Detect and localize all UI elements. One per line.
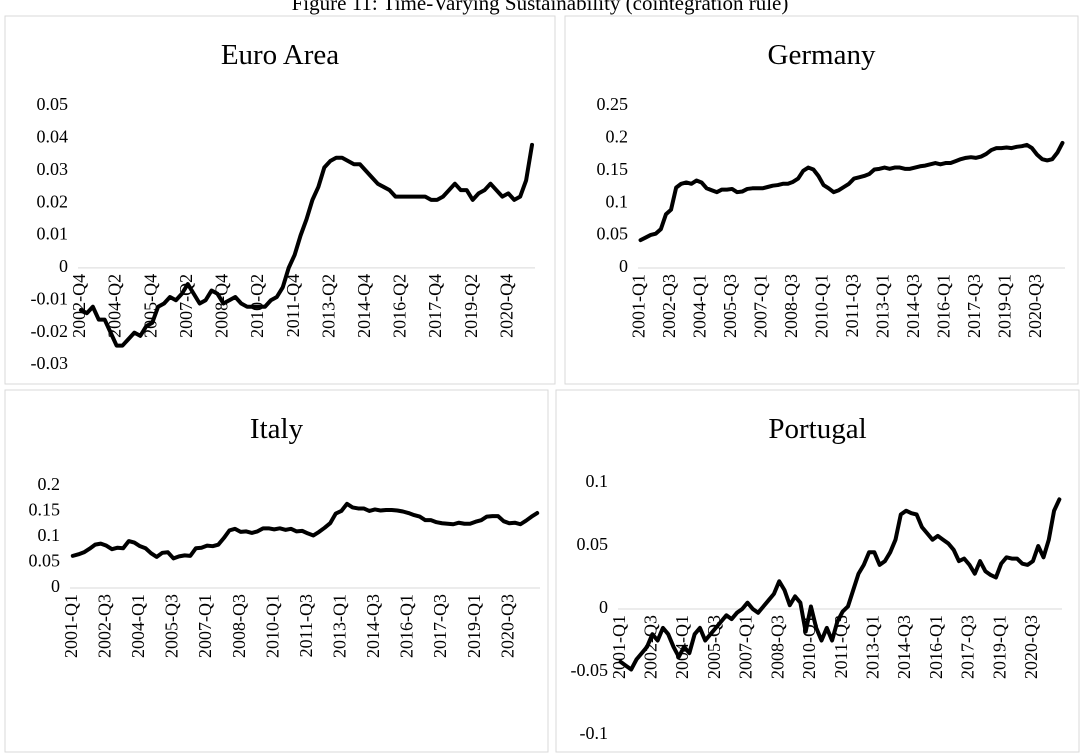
x-tick-label: 2001-Q1	[61, 594, 81, 658]
x-tick-label: 2020-Q3	[1021, 615, 1041, 679]
y-tick-label: -0.1	[580, 723, 609, 743]
x-tick-label: 2013-Q1	[873, 274, 893, 338]
x-tick-label: 2011-Q3	[296, 594, 316, 657]
y-tick-label: 0.1	[586, 471, 609, 491]
y-tick-label: 0.05	[577, 534, 609, 554]
x-tick-label: 2014-Q3	[894, 615, 914, 679]
x-tick-label: 2019-Q1	[995, 274, 1015, 338]
y-tick-label: 0.01	[37, 224, 69, 244]
y-tick-label: 0.02	[37, 191, 69, 211]
x-tick-label: 2010-Q1	[262, 594, 282, 658]
y-tick-label: 0.2	[606, 127, 629, 147]
x-tick-label: 2020-Q3	[1025, 274, 1045, 338]
x-tick-label: 2014-Q3	[903, 274, 923, 338]
x-tick-label: 2004-Q1	[690, 274, 710, 338]
x-tick-label: 2008-Q3	[767, 615, 787, 679]
panel-frame	[555, 389, 1080, 753]
x-tick-label: 2001-Q1	[629, 274, 649, 338]
y-tick-label: 0	[51, 576, 60, 596]
chart-title: Euro Area	[221, 39, 339, 71]
x-tick-label: 2011-Q3	[831, 615, 851, 678]
x-tick-label: 2008-Q4	[212, 274, 232, 338]
x-tick-label: 2016-Q2	[390, 274, 410, 338]
chart-title: Germany	[768, 39, 876, 71]
x-tick-label: 2017-Q4	[425, 274, 445, 338]
y-tick-label: 0.1	[38, 525, 61, 545]
x-tick-label: 2017-Q3	[958, 615, 978, 679]
x-tick-label: 2011-Q4	[283, 274, 303, 337]
y-tick-label: 0.15	[597, 159, 629, 179]
x-tick-label: 2007-Q1	[195, 594, 215, 658]
x-tick-label: 2005-Q3	[720, 274, 740, 338]
x-tick-label: 2002-Q3	[640, 615, 660, 679]
x-tick-label: 2007-Q1	[751, 274, 771, 338]
x-tick-label: 2016-Q1	[926, 615, 946, 679]
x-tick-label: 2020-Q4	[496, 274, 516, 338]
panel-frame	[4, 389, 549, 753]
x-tick-label: 2002-Q3	[659, 274, 679, 338]
x-tick-label: 2007-Q1	[736, 615, 756, 679]
x-tick-label: 2016-Q1	[397, 594, 417, 658]
x-tick-label: 2005-Q3	[162, 594, 182, 658]
y-tick-label: 0.2	[38, 474, 61, 494]
x-tick-label: 2001-Q1	[609, 615, 629, 679]
x-tick-label: 2019-Q2	[461, 274, 481, 338]
data-line	[618, 497, 1062, 672]
x-tick-label: 2014-Q3	[363, 594, 383, 658]
x-tick-label: 2017-Q3	[430, 594, 450, 658]
y-tick-label: -0.03	[31, 353, 69, 373]
y-tick-label: -0.05	[571, 660, 609, 680]
figure-title: Figure 11: Time-Varying Sustainability (…	[292, 0, 789, 15]
y-tick-label: 0.04	[37, 127, 69, 147]
x-tick-label: 2011-Q3	[842, 274, 862, 337]
x-tick-label: 2008-Q3	[781, 274, 801, 338]
x-tick-label: 2013-Q1	[862, 615, 882, 679]
y-tick-label: 0.05	[37, 94, 69, 114]
data-line	[70, 501, 540, 561]
x-tick-label: 2008-Q3	[229, 594, 249, 658]
chart-title: Italy	[250, 413, 304, 445]
y-tick-label: 0.1	[606, 191, 629, 211]
y-tick-label: -0.01	[31, 288, 69, 308]
x-tick-label: 2014-Q4	[354, 274, 374, 338]
y-tick-label: 0.05	[597, 224, 629, 244]
x-tick-label: 2013-Q1	[329, 594, 349, 658]
y-tick-label: 0.03	[37, 159, 69, 179]
x-tick-label: 2019-Q1	[464, 594, 484, 658]
y-tick-label: 0.05	[29, 551, 61, 571]
x-tick-label: 2002-Q4	[69, 274, 89, 338]
y-tick-label: 0	[59, 256, 68, 276]
data-line	[78, 142, 535, 348]
y-tick-label: 0.15	[29, 500, 61, 520]
y-tick-label: 0	[619, 256, 628, 276]
panel-frame	[564, 15, 1079, 385]
x-tick-label: 2004-Q1	[128, 594, 148, 658]
y-tick-label: -0.02	[31, 321, 69, 341]
x-tick-label: 2004-Q2	[105, 274, 125, 338]
x-tick-label: 2017-Q3	[964, 274, 984, 338]
x-tick-label: 2005-Q3	[704, 615, 724, 679]
data-line	[638, 140, 1065, 243]
x-tick-label: 2010-Q1	[812, 274, 832, 338]
panel-frame	[4, 15, 556, 385]
x-tick-label: 2019-Q1	[989, 615, 1009, 679]
x-tick-label: 2016-Q1	[934, 274, 954, 338]
x-tick-label: 2013-Q2	[318, 274, 338, 338]
x-tick-label: 2020-Q3	[497, 594, 517, 658]
x-tick-label: 2005-Q4	[140, 274, 160, 338]
y-tick-label: 0.25	[597, 94, 629, 114]
chart-title: Portugal	[768, 413, 866, 445]
x-tick-label: 2002-Q3	[94, 594, 114, 658]
y-tick-label: 0	[599, 597, 608, 617]
